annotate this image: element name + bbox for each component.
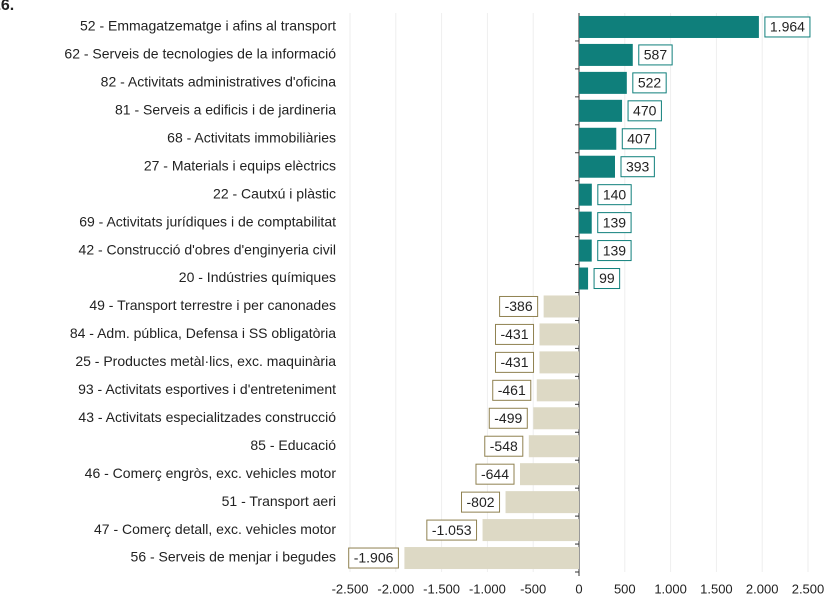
value-label: -461 bbox=[498, 382, 526, 398]
bar bbox=[536, 379, 579, 402]
y-tick-label: 68 - Activitats immobiliàries bbox=[167, 129, 336, 145]
bar bbox=[520, 463, 579, 486]
y-tick-label: 56 - Serveis de menjar i begudes bbox=[131, 549, 336, 565]
value-label: 1.964 bbox=[770, 19, 805, 35]
value-label-box bbox=[461, 491, 501, 513]
value-label-box bbox=[638, 44, 673, 66]
value-label-box bbox=[593, 268, 621, 290]
bar bbox=[539, 323, 579, 346]
value-label: -499 bbox=[494, 410, 522, 426]
value-label: 139 bbox=[603, 242, 627, 258]
bar bbox=[579, 267, 589, 290]
value-label: -1.053 bbox=[432, 522, 472, 538]
y-tick-label: 69 - Activitats jurídiques i de comptabi… bbox=[79, 213, 336, 229]
y-tick-label: 25 - Productes metàl·lics, exc. maquinàr… bbox=[75, 353, 336, 369]
y-tick-label: 51 - Transport aeri bbox=[222, 493, 336, 509]
value-label-box bbox=[426, 519, 478, 541]
bar bbox=[533, 407, 579, 430]
value-label-box bbox=[764, 16, 811, 38]
bar bbox=[543, 295, 579, 318]
bar bbox=[404, 547, 579, 570]
y-tick-label: 47 - Comerç detall, exc. vehicles motor bbox=[94, 521, 336, 537]
value-label: 522 bbox=[638, 75, 662, 91]
bar bbox=[482, 519, 579, 542]
x-tick-label: 500 bbox=[614, 581, 636, 596]
value-label: 99 bbox=[599, 270, 615, 286]
x-tick-label: 0 bbox=[575, 581, 582, 596]
y-tick-label: 46 - Comerç engròs, exc. vehicles motor bbox=[85, 465, 337, 481]
value-label-box bbox=[632, 72, 667, 94]
value-label: 140 bbox=[603, 186, 627, 202]
value-label-box bbox=[499, 295, 539, 317]
value-label: 407 bbox=[627, 130, 651, 146]
y-tick-label: 85 - Educació bbox=[250, 437, 336, 453]
value-label-box bbox=[492, 379, 532, 401]
y-tick-label: 20 - Indústries químiques bbox=[179, 269, 336, 285]
value-label-box bbox=[348, 547, 399, 569]
value-label: 139 bbox=[603, 214, 627, 230]
bar bbox=[579, 43, 633, 66]
x-tick-label: -2.500 bbox=[332, 581, 369, 596]
value-label: -548 bbox=[490, 438, 518, 454]
bar bbox=[505, 491, 579, 514]
y-tick-label: 49 - Transport terrestre i per canonades bbox=[89, 297, 336, 313]
value-label-box bbox=[494, 351, 535, 373]
y-tick-label: 93 - Activitats esportives i d'entreteni… bbox=[78, 381, 336, 397]
value-label: -644 bbox=[481, 466, 509, 482]
value-label-box bbox=[620, 156, 655, 178]
x-tick-label: -1.000 bbox=[469, 581, 506, 596]
value-label: 393 bbox=[626, 158, 650, 174]
x-tick-label: 1.500 bbox=[700, 581, 733, 596]
bar bbox=[579, 155, 615, 178]
y-tick-label: 52 - Emmagatzematge i afins al transport bbox=[80, 18, 336, 34]
value-label: 587 bbox=[644, 47, 668, 63]
value-label-box bbox=[627, 100, 662, 122]
bar bbox=[528, 435, 579, 458]
x-tick-label: -500 bbox=[520, 581, 546, 596]
value-label-box bbox=[597, 184, 632, 206]
bar bbox=[579, 15, 759, 38]
value-label: -431 bbox=[500, 354, 528, 370]
x-tick-label: -1.500 bbox=[423, 581, 460, 596]
value-label-box bbox=[484, 435, 524, 457]
chart-title: 26. bbox=[0, 0, 14, 14]
value-label: -431 bbox=[500, 326, 528, 342]
value-label-box bbox=[621, 128, 657, 150]
value-label-box bbox=[597, 212, 632, 234]
y-tick-label: 62 - Serveis de tecnologies de la inform… bbox=[64, 46, 336, 62]
y-tick-label: 84 - Adm. pública, Defensa i SS obligatò… bbox=[70, 325, 336, 341]
x-tick-label: -2.000 bbox=[377, 581, 414, 596]
bar bbox=[579, 183, 592, 206]
bar bbox=[579, 71, 627, 94]
x-tick-label: 2.500 bbox=[792, 581, 825, 596]
value-label: 470 bbox=[633, 103, 657, 119]
x-tick-label: 2.000 bbox=[746, 581, 779, 596]
y-tick-label: 42 - Construcció d'obres d'enginyeria ci… bbox=[79, 241, 336, 257]
bar bbox=[579, 211, 592, 234]
bar bbox=[579, 239, 592, 262]
y-tick-label: 43 - Activitats especialitzades construc… bbox=[78, 409, 336, 425]
value-label-box bbox=[475, 463, 515, 485]
value-label: -1.906 bbox=[354, 550, 394, 566]
y-tick-label: 27 - Materials i equips elèctrics bbox=[144, 157, 336, 173]
bar bbox=[579, 127, 617, 150]
y-tick-label: 82 - Activitats administratives d'oficin… bbox=[101, 74, 337, 90]
value-label-box bbox=[494, 323, 535, 345]
value-label-box bbox=[597, 240, 632, 262]
value-label-box bbox=[488, 407, 528, 429]
x-tick-label: 1.000 bbox=[654, 581, 687, 596]
value-label: -386 bbox=[505, 298, 533, 314]
bar bbox=[579, 99, 623, 122]
y-tick-label: 81 - Serveis a edificis i de jardineria bbox=[115, 102, 336, 118]
value-label: -802 bbox=[467, 494, 495, 510]
bar bbox=[539, 351, 579, 374]
y-tick-label: 22 - Cautxú i plàstic bbox=[213, 185, 336, 201]
